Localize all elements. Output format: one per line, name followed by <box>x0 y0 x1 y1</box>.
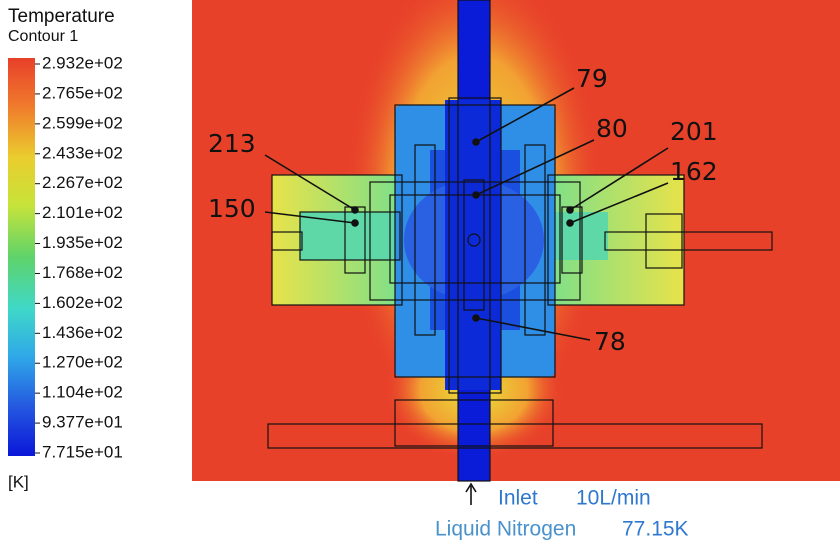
geometry-outline <box>267 0 773 482</box>
inlet-arrowhead <box>465 482 477 493</box>
colorbar-label: 2.765e+02 <box>42 83 123 102</box>
colorbar-label: 1.602e+02 <box>42 293 123 312</box>
colorbar-label: 2.101e+02 <box>42 203 123 222</box>
legend-subtitle: Contour 1 <box>8 28 78 45</box>
point-label: 213 <box>208 129 256 158</box>
inlet-fluid: Liquid Nitrogen <box>435 518 576 541</box>
colorbar-label: 2.267e+02 <box>42 173 123 192</box>
point-label: 162 <box>670 157 718 186</box>
point-label: 150 <box>208 194 256 223</box>
inlet-label: Inlet <box>498 487 538 510</box>
colorbar-label: 1.436e+02 <box>42 323 123 342</box>
colorbar-label: 1.935e+02 <box>42 233 123 252</box>
leader-lines <box>264 87 669 341</box>
contour-field <box>192 0 840 481</box>
point-label: 80 <box>596 114 628 143</box>
colorbar-label: 1.768e+02 <box>42 263 123 282</box>
colorbar-label: 7.715e+01 <box>42 442 123 461</box>
point-label: 78 <box>594 327 626 356</box>
colorbar-label: 9.377e+01 <box>42 413 123 432</box>
colorbar-label: 2.599e+02 <box>42 113 123 132</box>
point-label: 201 <box>670 117 718 146</box>
legend-title: Temperature <box>8 6 115 27</box>
point-label: 79 <box>576 64 608 93</box>
colorbar-label: 2.932e+02 <box>42 53 123 72</box>
colorbar <box>8 58 35 456</box>
colorbar-labels: 2.932e+02 2.765e+02 2.599e+02 2.433e+02 2.26… <box>35 53 123 461</box>
colorbar-label: 2.433e+02 <box>42 143 123 162</box>
inlet-temperature: 77.15K <box>622 518 689 541</box>
colorbar-label: 1.104e+02 <box>42 383 123 402</box>
inlet-flow: 10L/min <box>576 487 651 510</box>
legend-unit: [K] <box>8 472 29 491</box>
colorbar-label: 1.270e+02 <box>42 353 123 372</box>
